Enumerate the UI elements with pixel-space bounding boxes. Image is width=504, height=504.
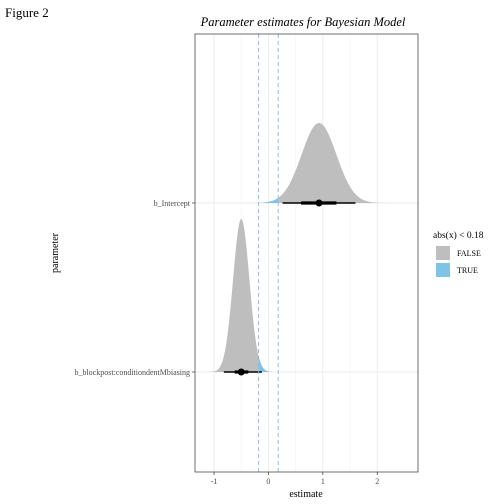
panel-border [194, 33, 419, 473]
legend-key [436, 246, 450, 260]
legend-key [436, 263, 450, 277]
point-estimate [315, 199, 323, 207]
plot-panel: b_Intercept b_blockpost:conditiondentMbia… [74, 33, 419, 486]
chart-title: Parameter estimates for Bayesian Model [200, 15, 406, 29]
legend-title: abs(x) < 0.18 [433, 230, 484, 241]
density-slab [258, 356, 273, 372]
x-tick-label: 1 [321, 477, 325, 486]
density-slab [278, 123, 386, 203]
y-tick-label: b_Intercept [154, 199, 191, 208]
density-slab [258, 197, 279, 203]
legend: abs(x) < 0.18 FALSE TRUE [433, 230, 484, 277]
x-tick-label: 2 [375, 477, 379, 486]
x-tick-label: 0 [266, 477, 270, 486]
x-axis-title: estimate [289, 489, 323, 500]
y-axis-title: parameter [50, 232, 61, 273]
panel-background [195, 34, 418, 472]
point-estimate [237, 368, 245, 376]
y-tick-label: b_blockpost:conditiondentMbiasing [74, 368, 190, 377]
figure-label: Figure 2 [5, 5, 49, 20]
legend-entry-label: FALSE [457, 249, 481, 258]
legend-entry-label: TRUE [457, 266, 478, 275]
x-tick-label: -1 [211, 477, 218, 486]
density-slab [210, 219, 259, 372]
